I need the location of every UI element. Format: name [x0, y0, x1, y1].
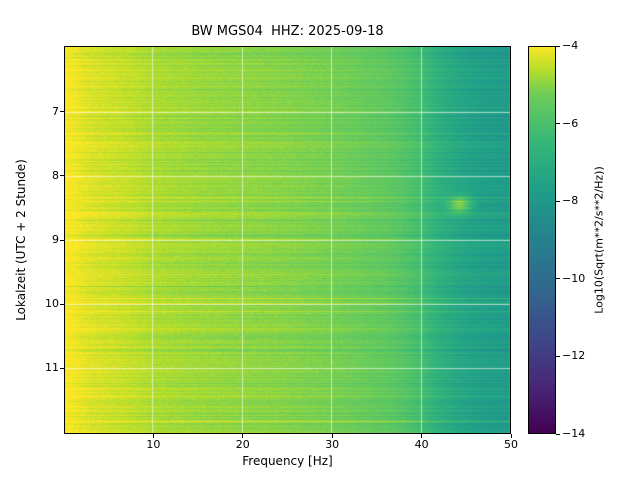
spectrogram-plot-area	[64, 46, 511, 434]
y-axis-label: Lokalzeit (UTC + 2 Stunde)	[14, 159, 28, 321]
y-tick-mark	[60, 175, 64, 177]
colorbar	[528, 46, 556, 434]
colorbar-tick-label: −12	[562, 349, 586, 363]
x-axis-label: Frequency [Hz]	[242, 454, 333, 468]
y-tick-label: 9	[52, 233, 59, 246]
colorbar-tick-mark	[556, 123, 560, 125]
colorbar-tick-label: −6	[562, 116, 579, 130]
y-tick-label: 7	[52, 104, 59, 118]
y-tick-label: 10	[45, 297, 59, 311]
x-tick-mark	[421, 434, 423, 438]
y-tick-mark	[60, 303, 64, 305]
colorbar-tick-label: −10	[562, 271, 586, 285]
y-tick-mark	[60, 367, 64, 369]
chart-title: BW MGS04 HHZ: 2025-09-18	[191, 24, 384, 39]
y-tick-mark	[60, 111, 64, 113]
y-tick-mark	[60, 239, 64, 241]
x-tick-label: 30	[325, 438, 340, 451]
colorbar-tick-mark	[556, 433, 560, 435]
x-tick-mark	[331, 434, 333, 438]
y-tick-label: 11	[45, 361, 59, 375]
y-tick-label: 8	[52, 168, 59, 182]
colorbar-tick-mark	[556, 200, 560, 202]
colorbar-label: Log10(Sqrt(m**2/s**2/Hz))	[592, 166, 606, 314]
x-tick-label: 10	[146, 438, 161, 451]
x-tick-label: 50	[504, 438, 518, 451]
colorbar-tick-mark	[556, 45, 560, 47]
colorbar-canvas	[528, 46, 556, 434]
spectrogram-canvas	[64, 46, 511, 434]
x-tick-label: 20	[235, 438, 250, 451]
colorbar-tick-mark	[556, 278, 560, 280]
x-tick-label: 40	[414, 438, 429, 451]
x-tick-mark	[242, 434, 244, 438]
colorbar-tick-label: −4	[562, 39, 579, 52]
x-tick-mark	[152, 434, 154, 438]
colorbar-tick-mark	[556, 355, 560, 357]
colorbar-tick-label: −8	[562, 194, 579, 208]
x-tick-mark	[510, 434, 512, 438]
colorbar-tick-label: −14	[562, 427, 586, 440]
